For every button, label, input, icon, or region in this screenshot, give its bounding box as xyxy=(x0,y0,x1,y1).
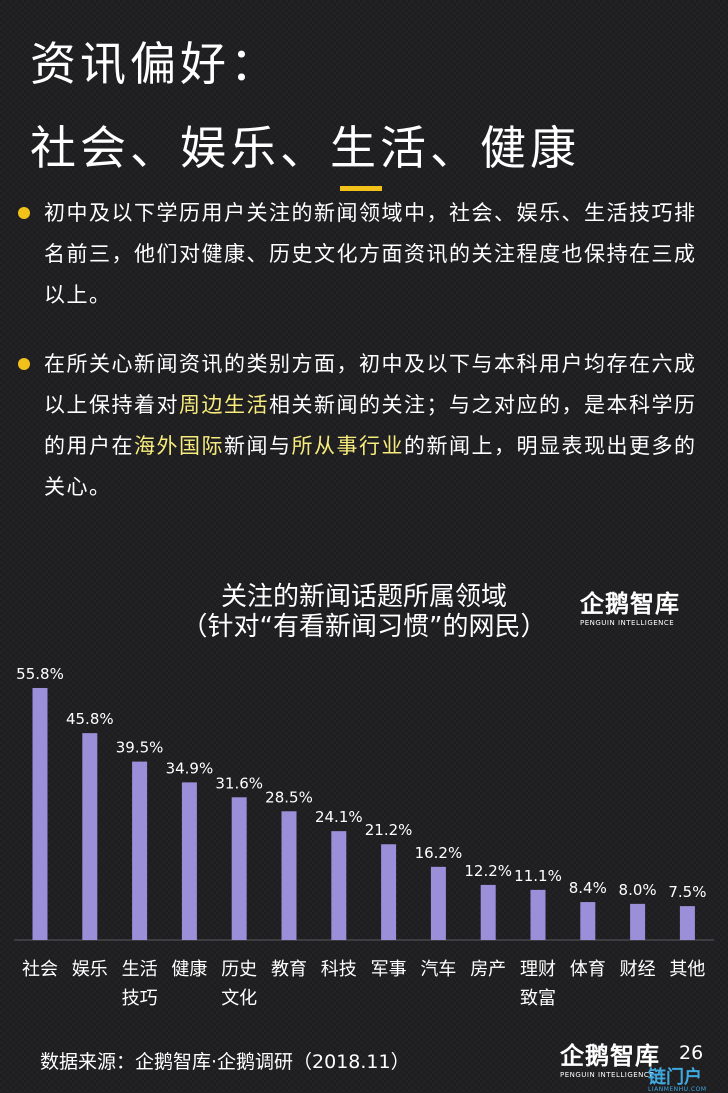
bullet-dot-icon xyxy=(18,358,30,370)
page-title-line-2: 社会、娱乐、生活、健康 xyxy=(30,121,580,175)
bar-4 xyxy=(231,797,247,940)
bar-6 xyxy=(331,831,347,940)
category-label-1: 娱乐 xyxy=(72,959,108,980)
category-label-11: 体育 xyxy=(570,959,606,980)
category-label-8: 汽车 xyxy=(420,959,456,980)
bullet-2-text: 的新闻上，明显表现出更多的关心。 xyxy=(44,434,697,499)
value-label-4: 31.6% xyxy=(215,774,263,792)
category-label-2: 技巧 xyxy=(122,988,158,1009)
bullet-paragraph-1: 初中及以下学历用户关注的新闻领域中，社会、娱乐、生活技巧排名前三，他们对健康、历… xyxy=(44,201,697,307)
watermark-sub: LIANMENHU.COM xyxy=(648,1086,707,1093)
bar-8 xyxy=(430,866,446,940)
page-title-line-1: 资讯偏好： xyxy=(30,37,280,91)
bullet-paragraph-2: 在所关心新闻资讯的类别方面，初中及以下与本科用户均存在六成以上保持着对周边生活相… xyxy=(44,344,704,508)
category-label-5: 教育 xyxy=(271,959,307,980)
logo-subtitle: PENGUIN INTELLIGENCE xyxy=(580,619,675,627)
value-label-1: 45.8% xyxy=(66,710,114,728)
category-label-10: 理财 xyxy=(520,959,556,980)
value-label-11: 8.4% xyxy=(569,879,607,897)
footer-brand-logo: 企鹅智库 PENGUIN INTELLIGENCE xyxy=(560,1036,660,1079)
category-label-3: 健康 xyxy=(171,959,207,980)
bar-0 xyxy=(32,687,48,940)
category-label-9: 房产 xyxy=(470,959,506,980)
bar-7 xyxy=(381,844,397,940)
chart-title: 关注的新闻话题所属领域 xyxy=(220,582,507,612)
category-label-7: 军事 xyxy=(371,959,407,980)
category-label-4: 文化 xyxy=(221,988,257,1009)
value-label-6: 24.1% xyxy=(315,808,363,826)
value-label-2: 39.5% xyxy=(116,739,164,757)
bullet-2-text: 新闻与 xyxy=(224,434,292,458)
value-label-10: 11.1% xyxy=(514,867,562,885)
category-label-2: 生活 xyxy=(122,959,158,980)
title-accent-bar xyxy=(340,186,382,191)
value-label-8: 16.2% xyxy=(415,844,463,862)
brand-logo: 企鹅智库 PENGUIN INTELLIGENCE xyxy=(580,584,680,627)
value-label-3: 34.9% xyxy=(166,759,214,777)
category-label-10: 致富 xyxy=(520,988,556,1009)
bar-chart: 55.8% 社会 45.8% 娱乐 39.5% 生活技巧 34.9% 健康 31.6% 历史文化 2… xyxy=(14,665,714,1009)
highlight-own-industry: 所从事行业 xyxy=(291,434,404,458)
value-label-9: 12.2% xyxy=(464,862,512,880)
bar-2 xyxy=(132,761,148,940)
bar-11 xyxy=(580,902,596,940)
footer-logo-name: 企鹅智库 xyxy=(560,1042,660,1070)
page-number: 26 xyxy=(679,1042,704,1064)
category-label-12: 财经 xyxy=(620,959,656,980)
bar-12 xyxy=(630,903,646,940)
highlight-overseas: 海外国际 xyxy=(134,434,224,458)
value-label-13: 7.5% xyxy=(668,883,706,901)
data-source-note: 数据来源：企鹅智库·企鹅调研（2018.11） xyxy=(40,1051,410,1073)
value-label-5: 28.5% xyxy=(265,788,313,806)
bullet-2-text: 在所关心新闻资讯的类别方面，初中及以下与本科用户均存在六成以上保持着对 xyxy=(44,352,697,417)
category-label-0: 社会 xyxy=(22,959,58,980)
footer-logo-subtitle: PENGUIN INTELLIGENCE xyxy=(560,1071,655,1079)
value-label-0: 55.8% xyxy=(16,665,64,683)
category-label-6: 科技 xyxy=(321,959,357,980)
bar-13 xyxy=(679,906,695,940)
bar-3 xyxy=(181,782,197,940)
value-label-7: 21.2% xyxy=(365,821,413,839)
value-label-12: 8.0% xyxy=(619,881,657,899)
bar-9 xyxy=(480,884,496,940)
logo-name: 企鹅智库 xyxy=(580,590,680,618)
category-label-4: 历史 xyxy=(221,959,257,980)
chart-subtitle: （针对“有看新闻习惯”的网民） xyxy=(181,612,547,642)
highlight-nearby-life: 周边生活 xyxy=(179,393,269,417)
bullet-2-text: 相关新闻的关注；与之对应的，是本科学历的用户在 xyxy=(44,393,697,458)
bullet-dot-icon xyxy=(18,207,30,219)
bar-10 xyxy=(530,889,546,940)
category-label-13: 其他 xyxy=(669,959,705,980)
bar-5 xyxy=(281,811,297,940)
bar-1 xyxy=(82,733,98,940)
watermark-text: 链门户 xyxy=(648,1067,702,1088)
